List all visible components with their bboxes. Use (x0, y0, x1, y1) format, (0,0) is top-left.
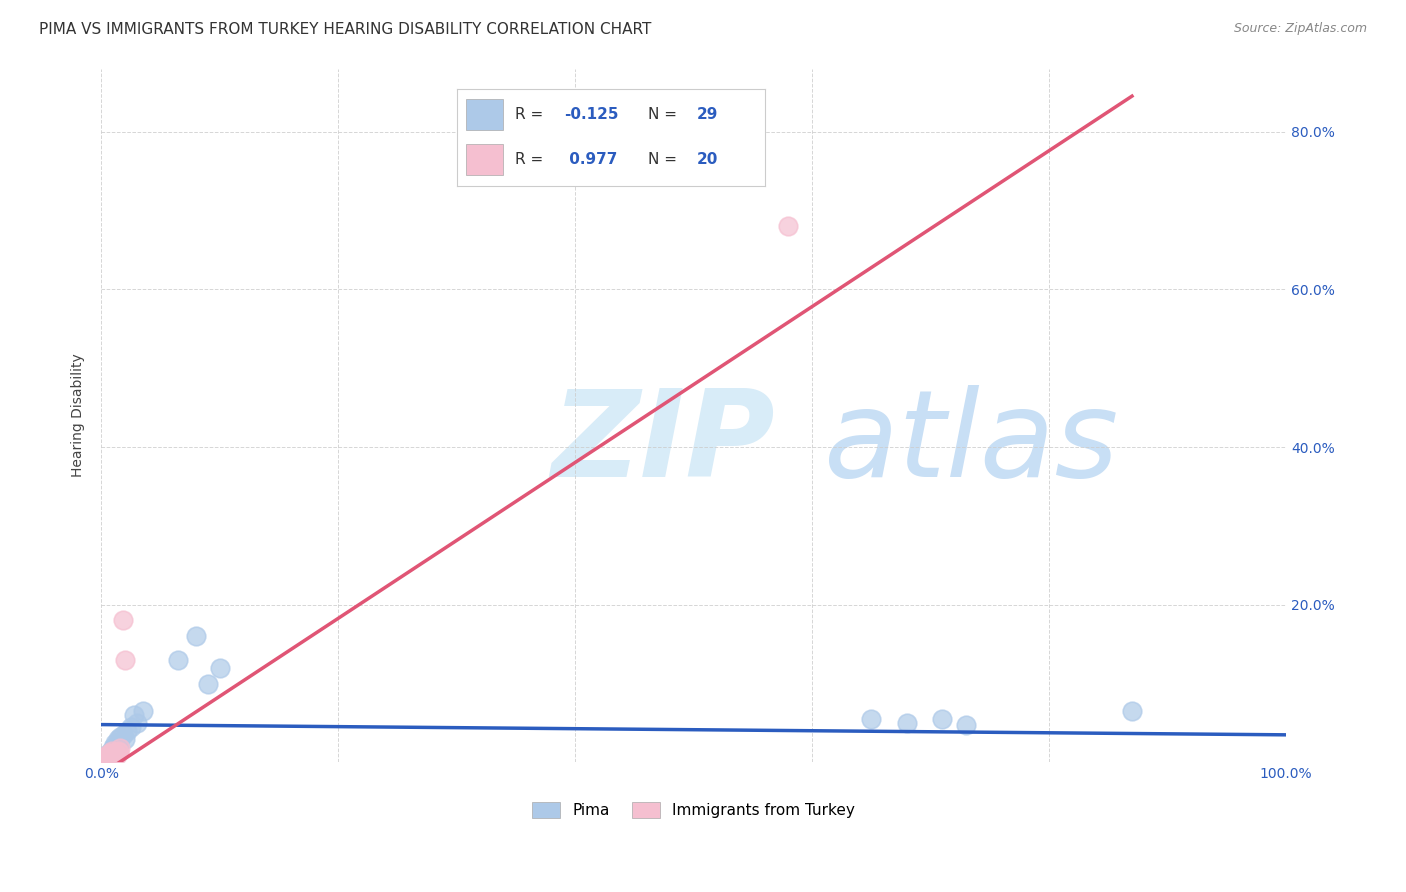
Point (131, 704, 153, 718)
Point (96, 747, 118, 762)
Point (111, 614, 134, 628)
Point (101, 747, 124, 762)
Point (107, 743, 129, 757)
Point (107, 731, 129, 746)
Text: PIMA VS IMMIGRANTS FROM TURKEY HEARING DISABILITY CORRELATION CHART: PIMA VS IMMIGRANTS FROM TURKEY HEARING D… (39, 22, 652, 37)
Point (97, 749, 120, 764)
Point (100, 743, 122, 757)
Point (896, 716, 918, 731)
Point (94, 751, 117, 765)
Point (94, 751, 117, 765)
Point (94, 750, 117, 764)
Point (104, 746, 127, 760)
Point (105, 747, 128, 762)
Point (98, 746, 121, 760)
Point (103, 749, 125, 764)
Point (931, 712, 953, 726)
Legend: Pima, Immigrants from Turkey: Pima, Immigrants from Turkey (526, 796, 860, 824)
Point (103, 741, 125, 756)
Y-axis label: Hearing Disability: Hearing Disability (72, 353, 86, 477)
Text: atlas: atlas (824, 384, 1119, 501)
Text: ZIP: ZIP (551, 384, 775, 501)
Point (778, 219, 800, 234)
Point (184, 629, 207, 643)
Point (197, 676, 219, 690)
Point (114, 731, 136, 746)
Point (120, 720, 142, 734)
Point (104, 736, 127, 750)
Point (98, 746, 121, 760)
Point (105, 738, 128, 752)
Point (101, 743, 124, 757)
Point (108, 736, 131, 750)
Point (124, 708, 146, 723)
Point (101, 739, 124, 754)
Point (93, 751, 115, 765)
Point (97, 749, 120, 764)
Point (108, 730, 131, 744)
Point (108, 745, 131, 759)
Point (117, 723, 139, 738)
Point (94, 747, 117, 762)
Point (1121, 704, 1143, 718)
Point (101, 746, 124, 760)
Point (114, 653, 136, 667)
Point (955, 717, 977, 731)
Text: Source: ZipAtlas.com: Source: ZipAtlas.com (1233, 22, 1367, 36)
Point (96, 749, 118, 764)
Point (208, 661, 231, 675)
Point (100, 746, 122, 760)
Point (108, 741, 131, 756)
Point (111, 728, 134, 742)
Point (125, 716, 148, 731)
Point (98, 747, 121, 762)
Point (860, 712, 883, 726)
Point (167, 653, 190, 667)
